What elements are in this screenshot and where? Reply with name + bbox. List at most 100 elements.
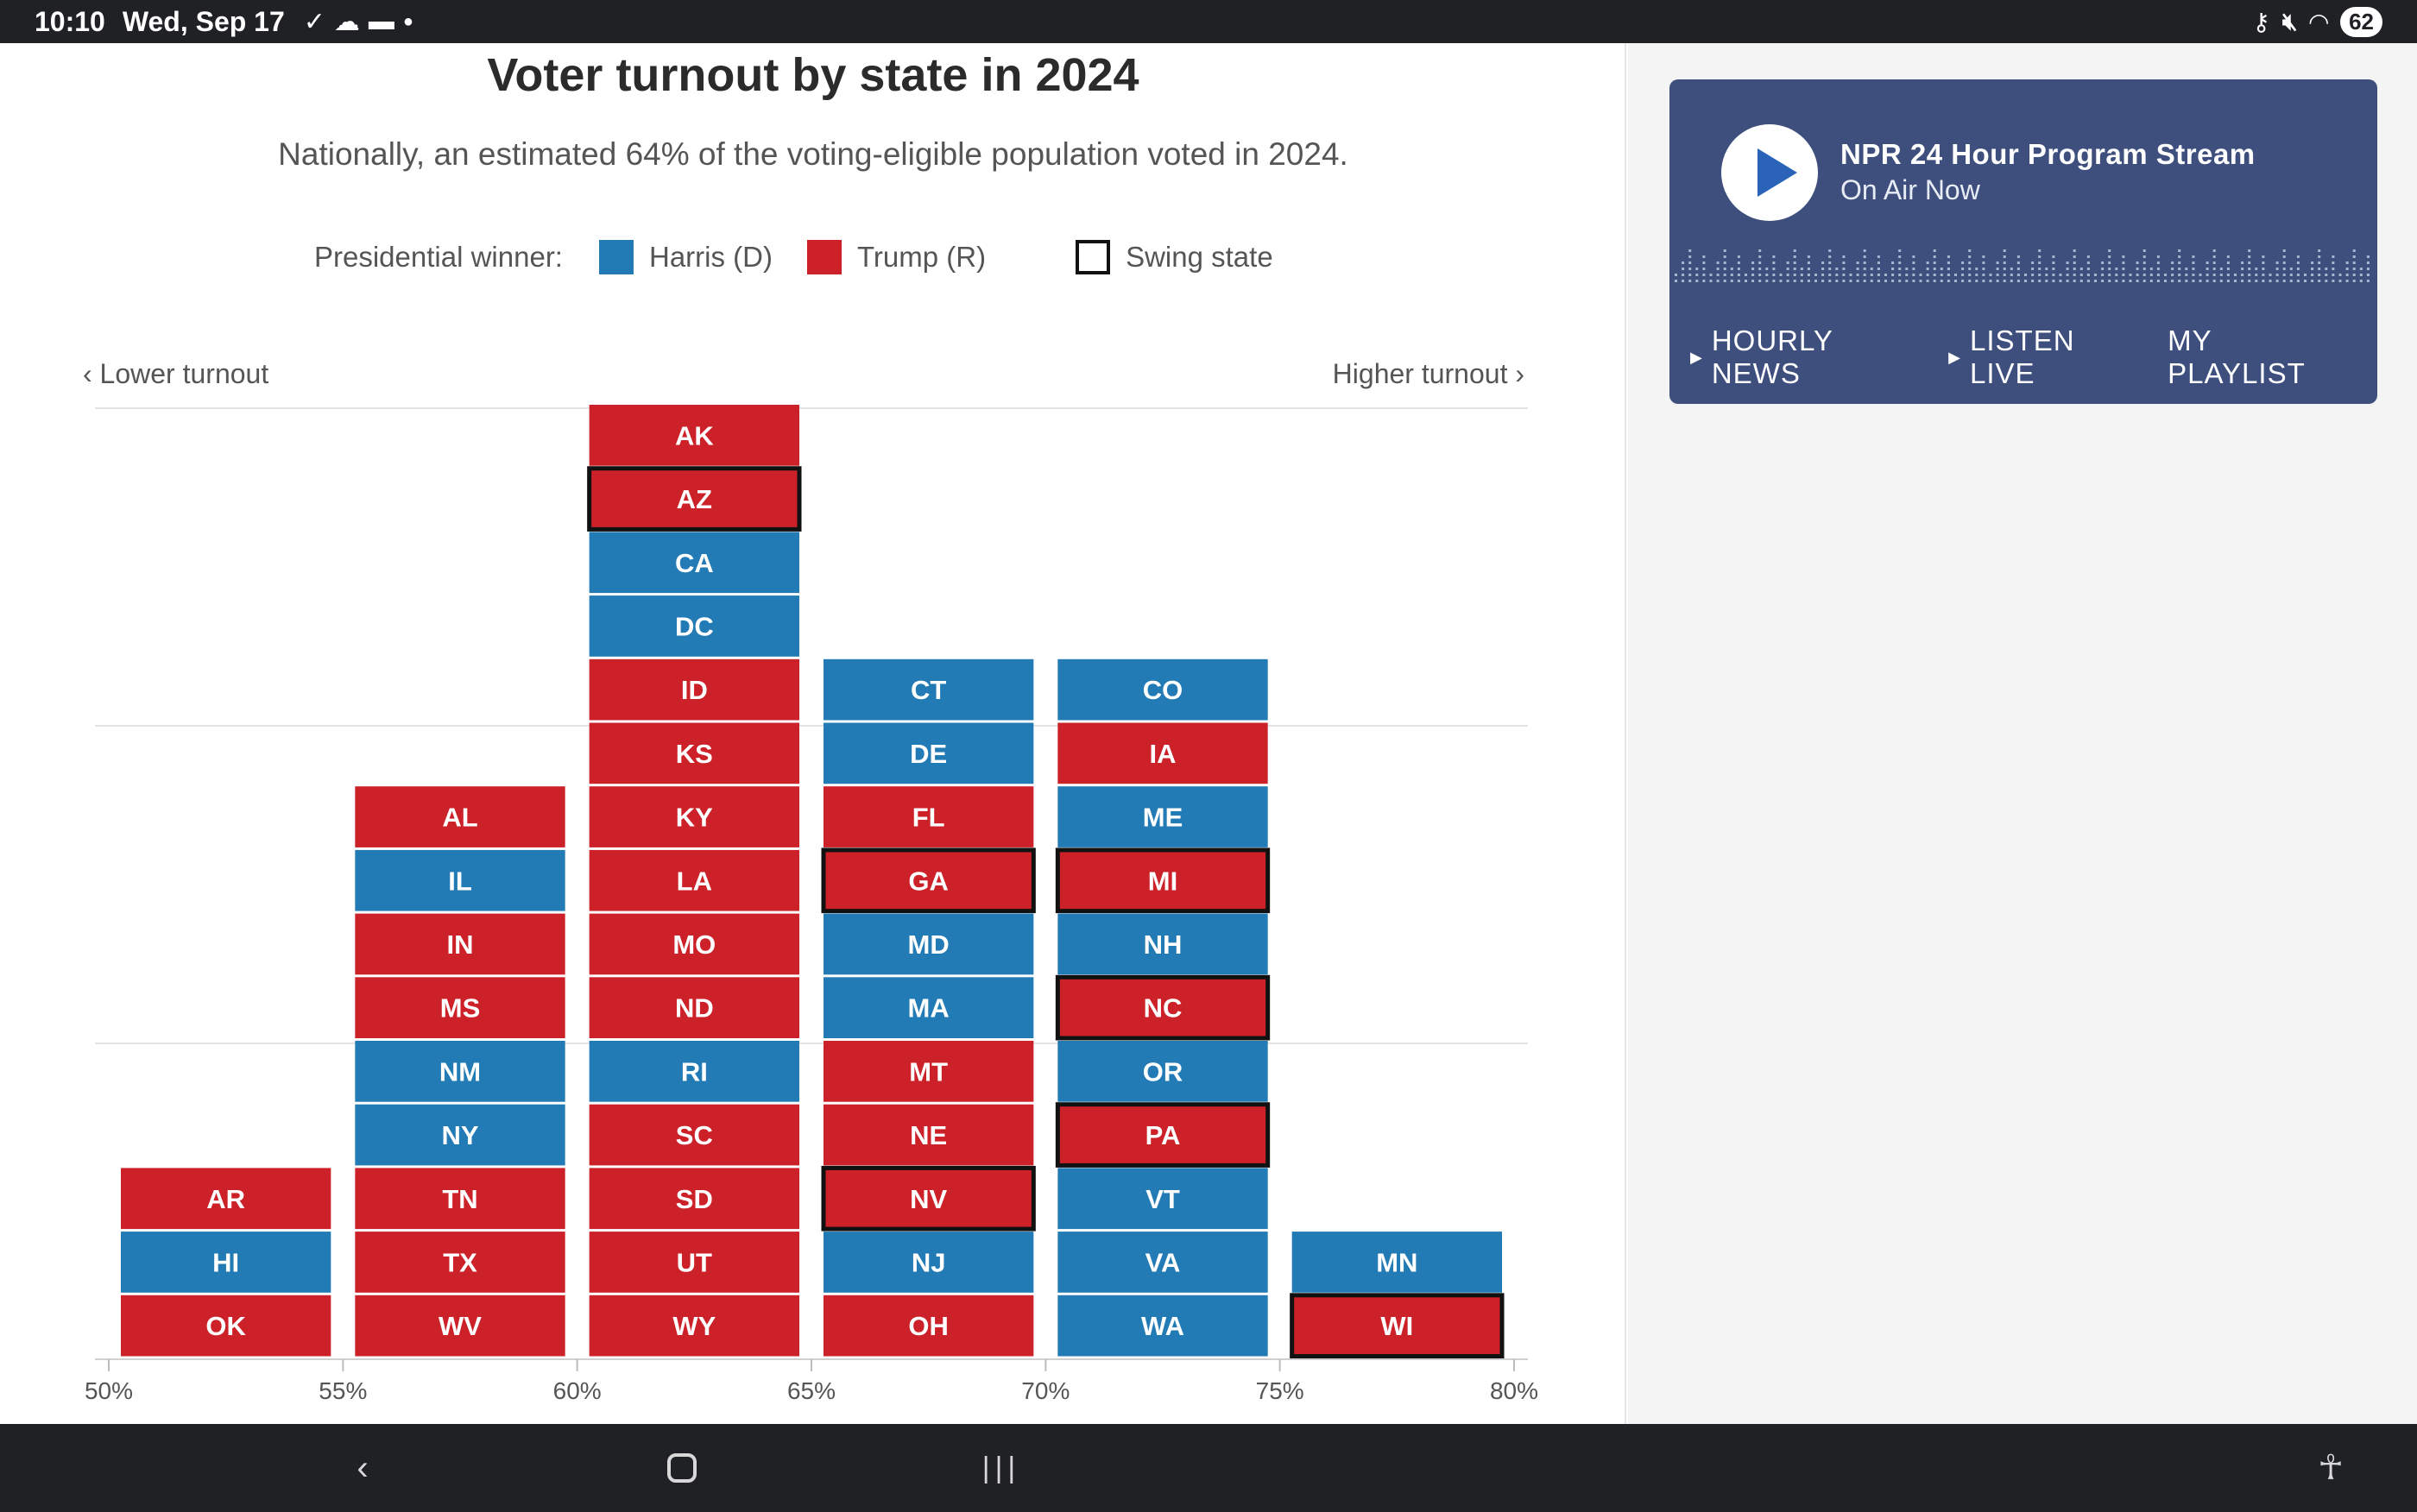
state-cell-nm: [355, 1041, 565, 1102]
listen-live-link[interactable]: ▶ LISTEN LIVE: [1948, 324, 2143, 390]
state-label: IA: [1150, 739, 1177, 769]
home-button[interactable]: [639, 1424, 725, 1512]
waveform-dot: [1695, 280, 1699, 282]
recents-button[interactable]: |||: [958, 1424, 1044, 1512]
npr-player: NPR 24 Hour Program Stream On Air Now ▶ …: [1669, 79, 2377, 404]
waveform-dot: [2269, 274, 2272, 276]
waveform-dot: [1737, 261, 1740, 264]
my-playlist-label: MY PLAYLIST: [2168, 324, 2306, 389]
waveform-dot: [2122, 268, 2125, 270]
waveform-dot: [2241, 268, 2244, 270]
waveform-dot: [1758, 268, 1762, 270]
waveform-dot: [1723, 255, 1726, 258]
waveform-dot: [1772, 261, 1776, 264]
state-cell-me: [1057, 786, 1268, 847]
waveform-dot: [1891, 268, 1895, 270]
waveform-dot: [1835, 280, 1839, 282]
waveform-dot: [2282, 274, 2286, 276]
state-label: IN: [447, 929, 474, 960]
waveform-dot: [2059, 280, 2062, 282]
state-cell-wi: [1290, 1293, 1505, 1359]
waveform-dot: [2269, 280, 2272, 282]
play-button[interactable]: [1721, 124, 1818, 221]
waveform-dot: [2345, 280, 2349, 282]
waveform-dot: [1905, 268, 1909, 270]
waveform-dot: [1968, 249, 1972, 252]
waveform-dot: [2066, 268, 2069, 270]
waveform-dot: [1688, 261, 1692, 264]
waveform-dot: [2262, 255, 2265, 258]
waveform-dot: [2079, 280, 2083, 282]
waveform-dot: [2073, 268, 2076, 270]
waveform-dot: [1786, 261, 1789, 264]
waveform-dot: [1765, 268, 1769, 270]
accessibility-button[interactable]: ☥: [2288, 1424, 2374, 1512]
waveform-dot: [1982, 280, 1985, 282]
waveform-dot: [2003, 255, 2006, 258]
waveform-dot: [2289, 274, 2293, 276]
waveform-dot: [2345, 274, 2349, 276]
waveform-dot: [2282, 261, 2286, 264]
waveform-dot: [1702, 274, 1706, 276]
waveform-dot: [2262, 261, 2265, 264]
state-label: NC: [1144, 993, 1183, 1024]
waveform-dot: [2296, 255, 2300, 258]
state-cell-ar: [121, 1168, 331, 1230]
wifi-icon: ◠: [2309, 8, 2329, 35]
state-label: OH: [908, 1311, 949, 1341]
my-playlist-link[interactable]: MY PLAYLIST: [2168, 324, 2353, 390]
waveform-dot: [2016, 280, 2020, 282]
waveform-dot: [2248, 268, 2251, 270]
state-label: NE: [910, 1120, 947, 1150]
waveform-dot: [2115, 268, 2118, 270]
status-date: Wed, Sep 17: [122, 5, 285, 37]
state-label: PA: [1145, 1120, 1181, 1150]
waveform-dot: [2101, 280, 2105, 282]
waveform-dot: [1856, 261, 1859, 264]
back-button[interactable]: ‹: [319, 1424, 406, 1512]
waveform-dot: [2038, 280, 2042, 282]
waveform-dot: [2038, 261, 2042, 264]
waveform-dot: [2142, 255, 2146, 258]
waveform-dot: [2185, 274, 2188, 276]
state-label: DC: [675, 611, 714, 641]
waveform-dot: [1968, 274, 1972, 276]
waveform-dot: [2122, 280, 2125, 282]
waveform-dot: [2171, 280, 2174, 282]
waveform-dot: [2086, 268, 2090, 270]
legend-swing-swatch: [1076, 240, 1111, 274]
state-label: AZ: [677, 484, 712, 514]
waveform-dot: [1863, 280, 1866, 282]
waveform-dot: [1723, 261, 1726, 264]
hourly-news-link[interactable]: ▶ HOURLY NEWS: [1690, 324, 1924, 390]
waveform-dot: [2318, 249, 2321, 252]
waveform-dot: [1828, 274, 1832, 276]
legend-harris-swatch: [598, 240, 634, 274]
article-area: Voter turnout by state in 2024 Nationall…: [0, 43, 1626, 1424]
state-label: MT: [909, 1056, 948, 1087]
waveform-dot: [2212, 274, 2216, 276]
waveform-dot: [2073, 249, 2076, 252]
waveform-dot: [1758, 249, 1762, 252]
waveform-dot: [2003, 280, 2006, 282]
waveform-dot: [2248, 261, 2251, 264]
waveform-dot: [2296, 274, 2300, 276]
waveform-dot: [2359, 274, 2363, 276]
waveform-dot: [2352, 255, 2356, 258]
waveform-dot: [1772, 280, 1776, 282]
waveform-dot: [1772, 255, 1776, 258]
waveform-dot: [2345, 261, 2349, 264]
waveform-dot: [2016, 261, 2020, 264]
state-cell-ne: [824, 1104, 1034, 1166]
waveform-dot: [2206, 274, 2209, 276]
waveform-dot: [2332, 280, 2335, 282]
waveform-dot: [1912, 255, 1915, 258]
waveform-dot: [1800, 280, 1803, 282]
state-label: CA: [675, 548, 714, 578]
state-cell-ok: [121, 1295, 331, 1357]
waveform-dot: [1933, 274, 1936, 276]
state-cell-wv: [355, 1295, 565, 1357]
waveform-dot: [2212, 255, 2216, 258]
waveform-dot: [1884, 280, 1887, 282]
waveform-dot: [2052, 268, 2055, 270]
